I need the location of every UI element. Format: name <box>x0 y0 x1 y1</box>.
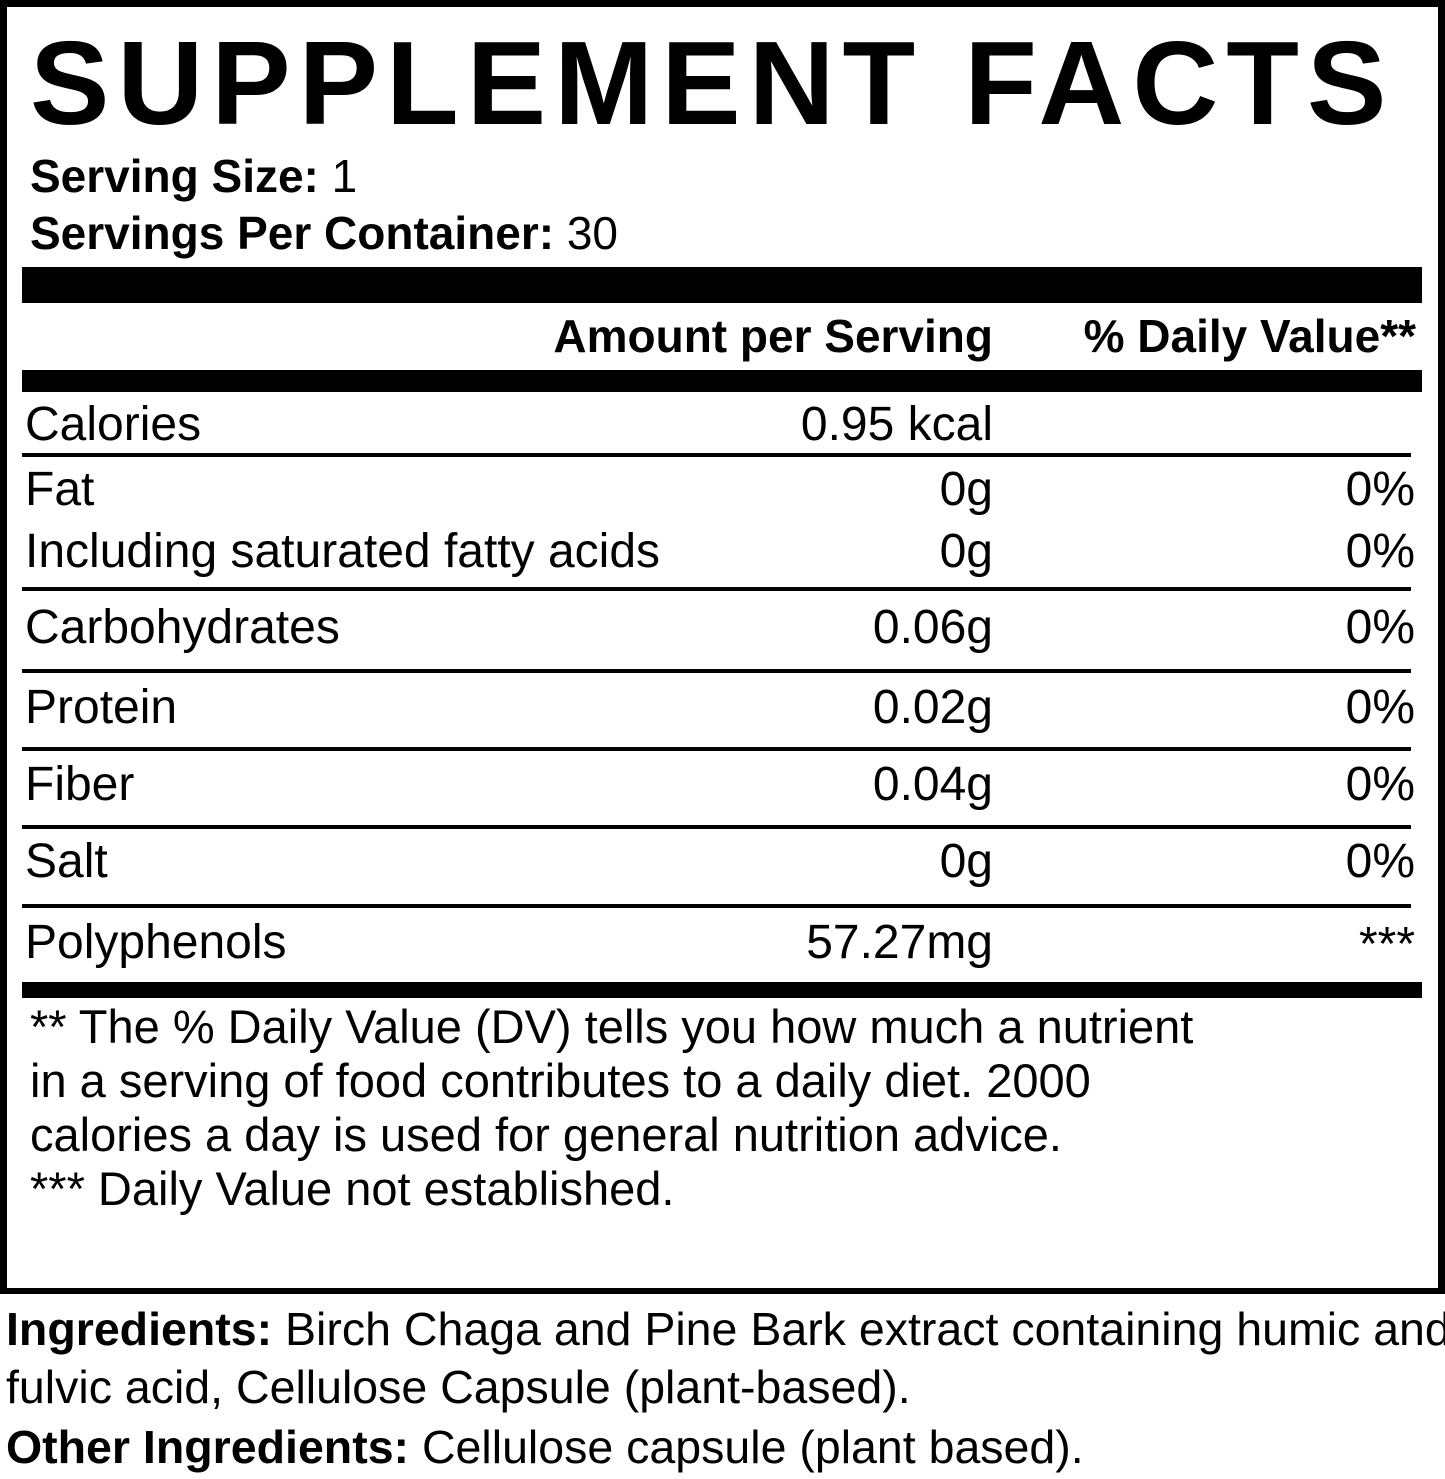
nutrient-dv: 0% <box>1345 681 1415 734</box>
thick-divider <box>22 370 1422 392</box>
other-ingredients: Other Ingredients: Cellulose capsule (pl… <box>6 1418 1445 1476</box>
nutrient-row: Fiber 0.04g 0% <box>0 757 1445 813</box>
serving-size-label: Serving Size: <box>30 150 319 202</box>
nutrient-row: Salt 0g 0% <box>0 834 1445 890</box>
nutrient-amount: 0.02g <box>872 681 993 734</box>
nutrient-dv: 0% <box>1345 463 1415 516</box>
row-divider <box>22 453 1411 457</box>
nutrient-dv: 0% <box>1345 835 1415 888</box>
ingredients-label: Ingredients: <box>6 1303 273 1355</box>
nutrient-row: Calories 0.95 kcal <box>0 397 1445 453</box>
nutrient-row: Including saturated fatty acids 0g 0% <box>0 524 1445 580</box>
nutrient-name: Fat <box>25 463 95 516</box>
nutrient-amount: 0.95 kcal <box>800 398 993 451</box>
other-ingredients-text: Cellulose capsule (plant based). <box>409 1421 1084 1473</box>
other-ingredients-label: Other Ingredients: <box>6 1421 410 1473</box>
nutrient-dv: *** <box>1358 918 1415 971</box>
footnotes: ** The % Daily Value (DV) tells you how … <box>30 1000 1230 1216</box>
panel-title: SUPPLEMENT FACTS <box>30 17 1395 150</box>
nutrient-row: Carbohydrates 0.06g 0% <box>0 600 1445 656</box>
serving-size: Serving Size: 1 <box>30 150 357 202</box>
nutrient-dv: 0% <box>1345 758 1415 811</box>
servings-per-container: Servings Per Container: 30 <box>30 207 618 259</box>
nutrient-row: Fat 0g 0% <box>0 462 1445 518</box>
row-divider <box>22 904 1411 908</box>
ingredients-text: Birch Chaga and Pine Bark extract contai… <box>6 1303 1445 1413</box>
serving-size-value: 1 <box>331 150 358 202</box>
amount-per-serving-header: Amount per Serving <box>553 310 993 362</box>
supplement-facts-panel <box>0 0 1445 1294</box>
nutrient-name: Salt <box>25 835 108 888</box>
thick-divider <box>22 267 1422 303</box>
row-divider <box>22 825 1411 829</box>
daily-value-header: % Daily Value** <box>1083 310 1416 362</box>
servings-per-container-value: 30 <box>566 207 618 259</box>
nutrient-name: Calories <box>25 398 202 451</box>
nutrient-row: Polyphenols 57.27mg *** <box>0 915 1445 971</box>
daily-value-footnote: ** The % Daily Value (DV) tells you how … <box>30 1000 1194 1161</box>
nutrient-name: Including saturated fatty acids <box>25 525 661 578</box>
servings-per-container-label: Servings Per Container: <box>30 207 555 259</box>
nutrient-amount: 0g <box>939 525 993 578</box>
not-established-footnote: *** Daily Value not established. <box>30 1162 675 1215</box>
nutrient-amount: 0g <box>939 463 993 516</box>
nutrient-name: Protein <box>25 681 178 734</box>
nutrient-amount: 0.06g <box>872 601 993 654</box>
row-divider <box>22 587 1411 591</box>
nutrient-amount: 57.27mg <box>806 916 993 969</box>
nutrient-amount: 0.04g <box>872 758 993 811</box>
nutrient-name: Fiber <box>25 758 135 811</box>
nutrient-amount: 0g <box>939 835 993 888</box>
nutrient-name: Polyphenols <box>25 916 287 969</box>
nutrient-dv: 0% <box>1345 525 1415 578</box>
nutrient-row: Protein 0.02g 0% <box>0 680 1445 736</box>
row-divider <box>22 747 1411 751</box>
row-divider <box>22 669 1411 673</box>
thick-divider <box>22 982 1422 998</box>
nutrient-name: Carbohydrates <box>25 601 340 654</box>
nutrient-dv: 0% <box>1345 601 1415 654</box>
ingredients: Ingredients: Birch Chaga and Pine Bark e… <box>6 1300 1445 1416</box>
